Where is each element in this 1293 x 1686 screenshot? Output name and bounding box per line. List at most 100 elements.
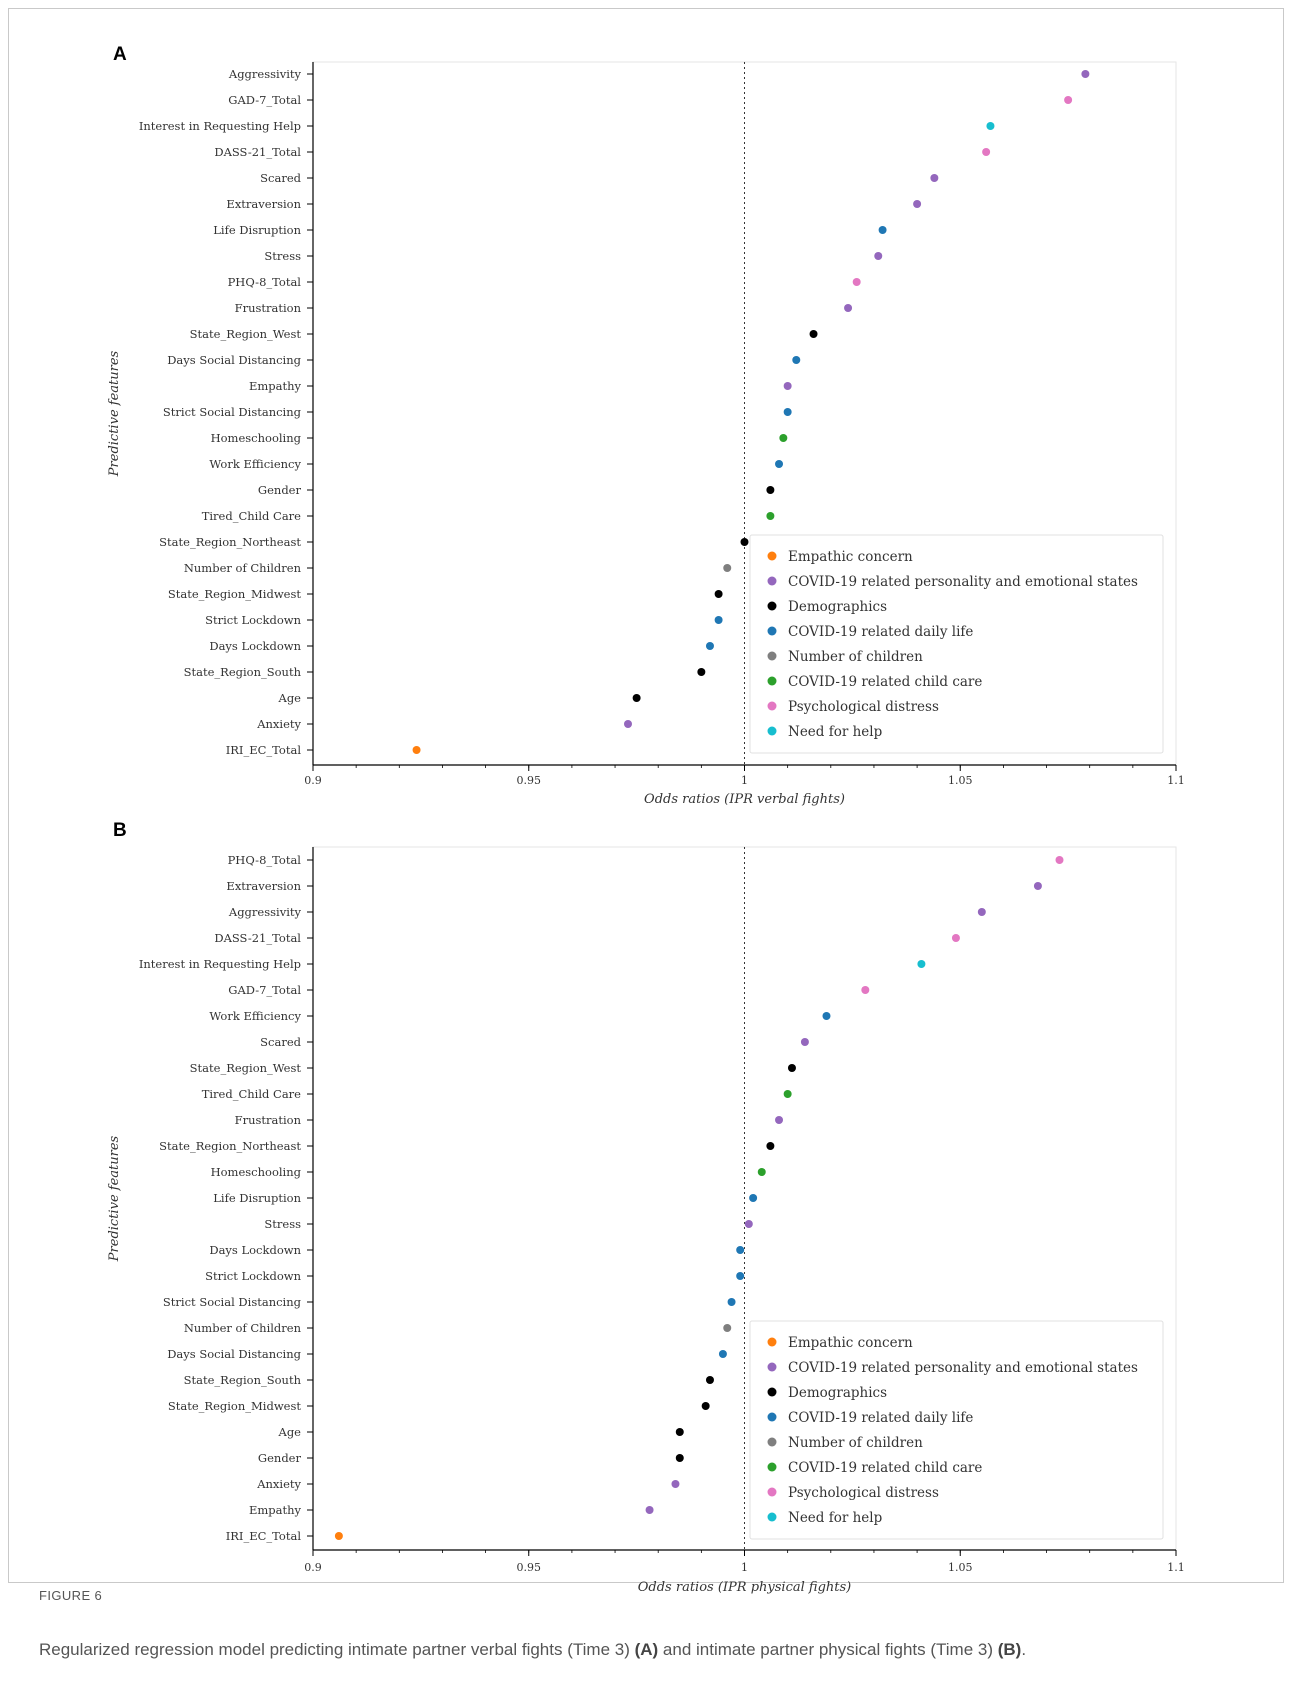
legend-marker-number-of-children — [767, 651, 777, 661]
x-axis-label: Odds ratios (IPR verbal fights) — [644, 792, 845, 807]
legend-entry-need-for-help: Need for help — [788, 724, 882, 740]
y-tick-label-aggressivity: Aggressivity — [228, 67, 302, 81]
legend-marker-demographics — [767, 601, 777, 611]
legend-entry-psychological-distress: Psychological distress — [788, 1485, 939, 1501]
point-phq-8-total — [852, 278, 861, 286]
y-tick-label-gender: Gender — [258, 1451, 302, 1465]
y-tick-label-strict-lockdown: Strict Lockdown — [205, 613, 301, 627]
y-tick-label-scared: Scared — [260, 171, 301, 185]
point-scared — [800, 1038, 809, 1046]
legend-box — [749, 1320, 1164, 1540]
legend-box — [749, 534, 1164, 754]
y-tick-label-days-social-distancing: Days Social Distancing — [167, 353, 301, 367]
point-interest-in-requesting-help — [917, 960, 926, 968]
y-tick-label-dass-21-total: DASS-21_Total — [214, 931, 301, 945]
point-gender — [766, 486, 775, 494]
legend-marker-covid-19-related-child-care — [767, 676, 777, 686]
point-days-social-distancing — [792, 356, 801, 364]
legend-marker-psychological-distress — [767, 701, 777, 711]
legend-marker-need-for-help — [767, 726, 777, 736]
y-tick-label-state-region-west: State_Region_West — [190, 327, 302, 341]
point-state-region-south — [697, 668, 706, 676]
legend-marker-covid-19-related-daily-life — [767, 1412, 777, 1422]
point-stress — [874, 252, 883, 260]
x-tick-label: 1.05 — [948, 774, 973, 787]
legend-entry-demographics: Demographics — [788, 1385, 887, 1401]
point-frustration — [775, 1116, 784, 1124]
point-days-social-distancing — [718, 1350, 727, 1358]
y-tick-label-anxiety: Anxiety — [256, 1477, 301, 1491]
point-work-efficiency — [775, 460, 784, 468]
point-homeschooling — [779, 434, 788, 442]
y-tick-label-extraversion: Extraversion — [226, 197, 301, 211]
point-state-region-midwest — [714, 590, 723, 598]
y-tick-label-extraversion: Extraversion — [226, 879, 301, 893]
point-state-region-west — [809, 330, 818, 338]
point-state-region-northeast — [740, 538, 749, 546]
y-tick-label-days-social-distancing: Days Social Distancing — [167, 1347, 301, 1361]
y-tick-label-work-efficiency: Work Efficiency — [209, 457, 301, 471]
y-tick-label-frustration: Frustration — [235, 301, 302, 315]
y-tick-label-state-region-midwest: State_Region_Midwest — [168, 587, 301, 601]
point-days-lockdown — [705, 642, 714, 650]
point-strict-social-distancing — [727, 1298, 736, 1306]
point-dass-21-total — [982, 148, 991, 156]
y-tick-label-age: Age — [278, 691, 302, 705]
y-tick-label-interest-in-requesting-help: Interest in Requesting Help — [139, 957, 301, 971]
legend-entry-psychological-distress: Psychological distress — [788, 699, 939, 715]
y-tick-label-iri-ec-total: IRI_EC_Total — [226, 743, 302, 757]
y-tick-label-gad-7-total: GAD-7_Total — [228, 93, 301, 107]
legend-marker-covid-19-related-personality-and-emotional-states — [767, 576, 777, 586]
y-tick-label-homeschooling: Homeschooling — [211, 431, 302, 445]
legend-entry-empathic-concern: Empathic concern — [788, 1335, 913, 1351]
figure-number: FIGURE 6 — [39, 1588, 103, 1603]
legend-entry-covid-19-related-daily-life: COVID-19 related daily life — [788, 624, 973, 640]
y-tick-label-stress: Stress — [264, 249, 301, 263]
point-homeschooling — [757, 1168, 766, 1176]
chart-panel-b: 0.9 0.95 1 1.05 1.1 Odds ratios (IPR physical… — [107, 846, 1185, 1595]
y-tick-label-days-lockdown: Days Lockdown — [209, 639, 301, 653]
legend-marker-demographics — [767, 1387, 777, 1397]
legend-entry-number-of-children: Number of children — [788, 649, 923, 665]
point-number-of-children — [723, 564, 732, 572]
caption-text-3: . — [1021, 1640, 1027, 1659]
x-tick-label: 1.1 — [1167, 1561, 1185, 1574]
y-tick-label-state-region-south: State_Region_South — [184, 1373, 302, 1387]
x-axis-label: Odds ratios (IPR physical fights) — [638, 1580, 851, 1595]
figure-caption: Regularized regression model predicting … — [39, 1640, 1026, 1660]
y-tick-label-age: Age — [278, 1425, 302, 1439]
caption-text-2: and intimate partner physical fights (Ti… — [658, 1640, 998, 1659]
y-tick-label-scared: Scared — [260, 1035, 301, 1049]
legend-marker-covid-19-related-personality-and-emotional-states — [767, 1362, 777, 1372]
x-tick-label: 1.05 — [948, 1561, 973, 1574]
legend-entry-demographics: Demographics — [788, 599, 887, 615]
point-life-disruption — [749, 1194, 758, 1202]
legend-marker-need-for-help — [767, 1512, 777, 1522]
point-empathy — [645, 1506, 654, 1514]
point-life-disruption — [878, 226, 887, 234]
legend-entry-need-for-help: Need for help — [788, 1510, 882, 1526]
y-tick-label-strict-lockdown: Strict Lockdown — [205, 1269, 301, 1283]
point-gad-7-total — [861, 986, 870, 994]
point-work-efficiency — [822, 1012, 831, 1020]
legend-entry-covid-19-related-personality-and-emotional-states: COVID-19 related personality and emotion… — [788, 574, 1138, 590]
y-tick-label-tired-child-care: Tired_Child Care — [202, 509, 301, 523]
y-axis-label: Predictive features — [107, 350, 122, 477]
point-dass-21-total — [951, 934, 960, 942]
y-tick-label-phq-8-total: PHQ-8_Total — [228, 853, 302, 867]
y-tick-label-life-disruption: Life Disruption — [213, 223, 301, 237]
x-tick-label: 0.95 — [517, 774, 542, 787]
y-tick-label-gender: Gender — [258, 483, 302, 497]
caption-ref-b: (B) — [997, 1640, 1022, 1659]
y-tick-label-number-of-children: Number of Children — [184, 561, 302, 575]
y-tick-label-phq-8-total: PHQ-8_Total — [228, 275, 302, 289]
x-tick-label: 1 — [741, 1561, 748, 1574]
y-tick-label-stress: Stress — [264, 1217, 301, 1231]
y-tick-label-state-region-west: State_Region_West — [190, 1061, 302, 1075]
point-gender — [675, 1454, 684, 1462]
point-number-of-children — [723, 1324, 732, 1332]
point-strict-lockdown — [714, 616, 723, 624]
point-iri-ec-total — [412, 746, 421, 754]
y-tick-label-empathy: Empathy — [249, 1503, 302, 1517]
x-tick-label: 1.1 — [1167, 774, 1185, 787]
